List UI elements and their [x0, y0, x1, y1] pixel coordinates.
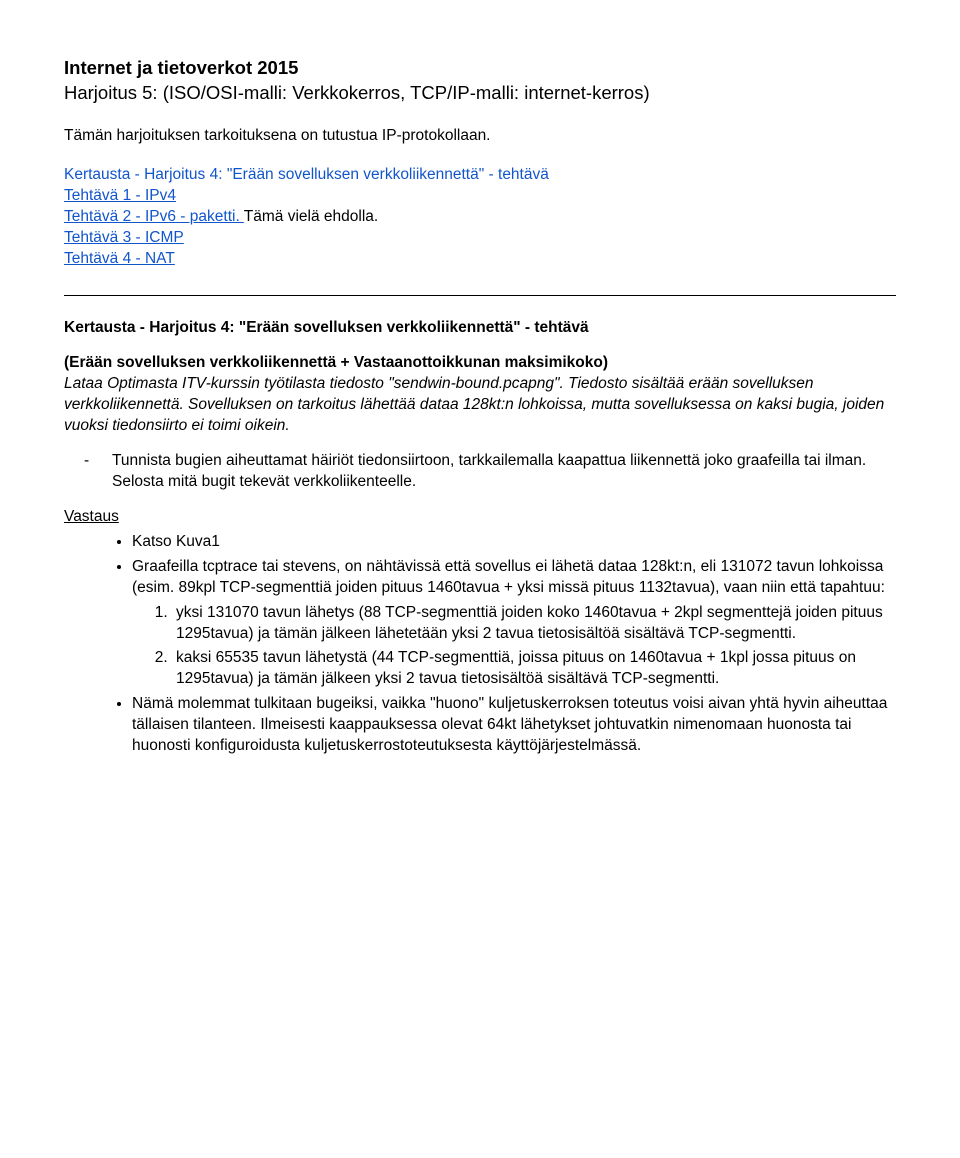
main-italic-paragraph: Lataa Optimasta ITV-kurssin työtilasta t…: [64, 374, 896, 437]
answer-bullets: Katso Kuva1 Graafeilla tcptrace tai stev…: [64, 532, 896, 757]
intro-paragraph: Tämän harjoituksen tarkoituksena on tutu…: [64, 126, 896, 147]
doc-title-line1: Internet ja tietoverkot 2015: [64, 56, 896, 81]
bullet-3: Nämä molemmat tulkitaan bugeiksi, vaikka…: [132, 694, 896, 757]
bullet-2-text: Graafeilla tcptrace tai stevens, on näht…: [132, 558, 885, 596]
link-tehtava-1[interactable]: Tehtävä 1 - IPv4: [64, 187, 176, 204]
dash-item: Tunnista bugien aiheuttamat häiriöt tied…: [112, 451, 896, 493]
divider: [64, 295, 896, 296]
link-tehtava-2[interactable]: Tehtävä 2 - IPv6 - paketti.: [64, 208, 244, 225]
numbered-2: kaksi 65535 tavun lähetystä (44 TCP-segm…: [172, 648, 896, 690]
main-subheading: (Erään sovelluksen verkkoliikennettä + V…: [64, 353, 896, 374]
answer-label: Vastaus: [64, 507, 896, 528]
recap-note: Tämä vielä ehdolla.: [244, 208, 378, 225]
bullet-2: Graafeilla tcptrace tai stevens, on näht…: [132, 557, 896, 691]
doc-title-line2: Harjoitus 5: (ISO/OSI-malli: Verkkokerro…: [64, 81, 896, 106]
numbered-1: yksi 131070 tavun lähetys (88 TCP-segmen…: [172, 603, 896, 645]
dash-list: Tunnista bugien aiheuttamat häiriöt tied…: [64, 451, 896, 493]
link-tehtava-4[interactable]: Tehtävä 4 - NAT: [64, 250, 175, 267]
numbered-list: yksi 131070 tavun lähetys (88 TCP-segmen…: [132, 603, 896, 691]
link-tehtava-3[interactable]: Tehtävä 3 - ICMP: [64, 229, 184, 246]
recap-block: Kertausta - Harjoitus 4: "Erään sovelluk…: [64, 165, 896, 270]
recap-heading: Kertausta - Harjoitus 4: "Erään sovelluk…: [64, 165, 896, 186]
bullet-1: Katso Kuva1: [132, 532, 896, 553]
main-heading: Kertausta - Harjoitus 4: "Erään sovelluk…: [64, 318, 896, 339]
